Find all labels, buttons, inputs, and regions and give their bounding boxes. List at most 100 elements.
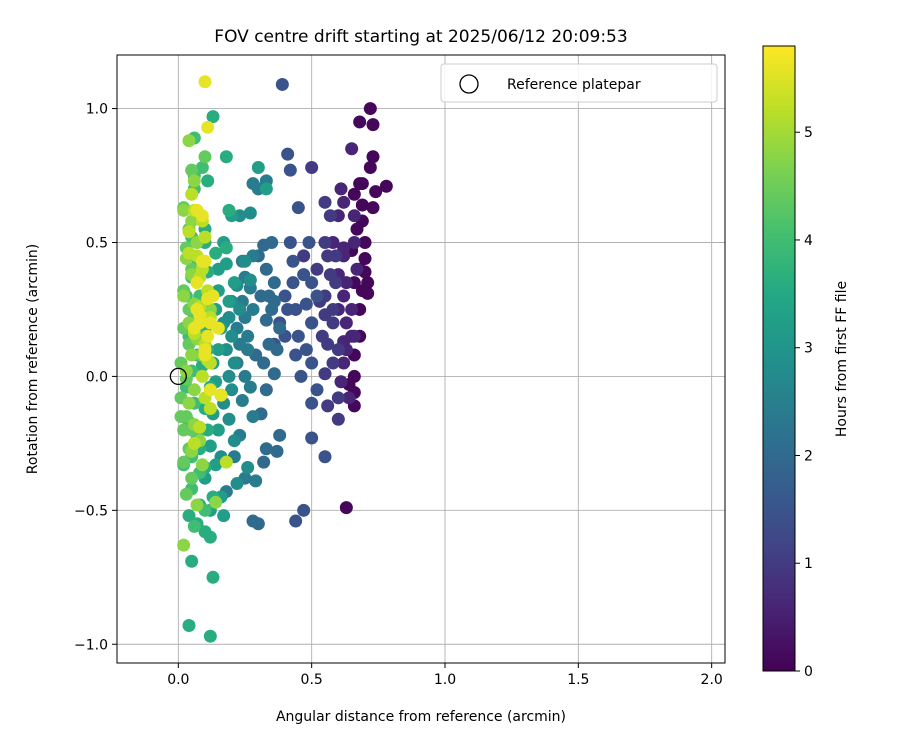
scatter-point [259, 182, 273, 196]
scatter-point [238, 369, 252, 383]
scatter-point [342, 391, 356, 405]
scatter-point [187, 519, 201, 533]
scatter-point [347, 329, 361, 343]
scatter-point [233, 337, 247, 351]
scatter-point [203, 629, 217, 643]
scatter-point [270, 343, 284, 357]
scatter-point [257, 455, 271, 469]
scatter-point [267, 367, 281, 381]
scatter-point [329, 276, 343, 290]
scatter-point [190, 302, 204, 316]
scatter-point [227, 356, 241, 370]
scatter-point [310, 289, 324, 303]
scatter-point [350, 222, 364, 236]
scatter-point [305, 431, 319, 445]
scatter-point [257, 356, 271, 370]
x-tick-label: 2.0 [701, 672, 723, 688]
scatter-point [219, 455, 233, 469]
scatter-point [305, 356, 319, 370]
colorbar-gradient [762, 45, 796, 672]
scatter-point [230, 477, 244, 491]
scatter-point [209, 495, 223, 509]
scatter-point [275, 77, 289, 91]
scatter-point [366, 118, 380, 132]
scatter-point [321, 399, 335, 413]
scatter-point [182, 134, 196, 148]
scatter-point [206, 289, 220, 303]
scatter-point [323, 209, 337, 223]
scatter-point [339, 276, 353, 290]
scatter-point [291, 329, 305, 343]
scatter-point [366, 201, 380, 215]
scatter-point [195, 209, 209, 223]
scatter-point [310, 383, 324, 397]
scatter-point [337, 289, 351, 303]
scatter-point [182, 619, 196, 633]
scatter-point [334, 182, 348, 196]
y-axis-ticks: −1.0 −0.5 0.0 0.5 1.0 [74, 102, 117, 653]
scatter-point [315, 329, 329, 343]
scatter-point [339, 501, 353, 515]
scatter-point [201, 329, 215, 343]
scatter-point [182, 246, 196, 260]
scatter-point [337, 195, 351, 209]
legend-box [440, 63, 718, 103]
scatter-point [203, 439, 217, 453]
y-tick-label: −1.0 [74, 637, 108, 653]
colorbar-tick-label: 1 [804, 556, 813, 572]
scatter-point [318, 235, 332, 249]
scatter-point [219, 150, 233, 164]
scatter-point [318, 195, 332, 209]
scatter-point [246, 302, 260, 316]
scatter-point [182, 396, 196, 410]
scatter-point [185, 187, 199, 201]
scatter-point [259, 313, 273, 327]
scatter-point [211, 423, 225, 437]
scatter-point [201, 174, 215, 188]
scatter-point [177, 538, 191, 552]
scatter-point [262, 289, 276, 303]
scatter-point [211, 262, 225, 276]
scatter-point [217, 509, 231, 523]
scatter-point [305, 276, 319, 290]
scatter-point [203, 530, 217, 544]
scatter-point [305, 316, 319, 330]
scatter-point [358, 252, 372, 266]
scatter-point [286, 276, 300, 290]
scatter-point [203, 402, 217, 416]
scatter-point [329, 249, 343, 263]
scatter-point [182, 225, 196, 239]
scatter-point [297, 503, 311, 517]
scatter-point [201, 120, 215, 134]
scatter-points [174, 75, 393, 643]
scatter-point [291, 201, 305, 215]
scatter-point [185, 214, 199, 228]
scatter-point [281, 147, 295, 161]
scatter-point [235, 394, 249, 408]
scatter-point [243, 380, 257, 394]
scatter-point [347, 235, 361, 249]
scatter-point [334, 375, 348, 389]
scatter-point [267, 276, 281, 290]
y-tick-label: 1.0 [86, 102, 108, 118]
scatter-point [222, 203, 236, 217]
scatter-point [310, 262, 324, 276]
scatter-point [289, 348, 303, 362]
colorbar-tick-label: 4 [804, 233, 813, 249]
x-axis-label: Angular distance from reference (arcmin) [276, 709, 566, 725]
scatter-point [259, 262, 273, 276]
scatter-point [190, 276, 204, 290]
y-tick-label: 0.5 [86, 235, 108, 251]
scatter-point [177, 203, 191, 217]
scatter-point [331, 343, 345, 357]
scatter-point [355, 177, 369, 191]
scatter-point [174, 410, 188, 424]
scatter-point [177, 289, 191, 303]
scatter-point [249, 474, 263, 488]
scatter-point [363, 102, 377, 116]
scatter-point [345, 142, 359, 156]
scatter-point [241, 329, 255, 343]
scatter-point [219, 241, 233, 255]
scatter-point [326, 302, 340, 316]
